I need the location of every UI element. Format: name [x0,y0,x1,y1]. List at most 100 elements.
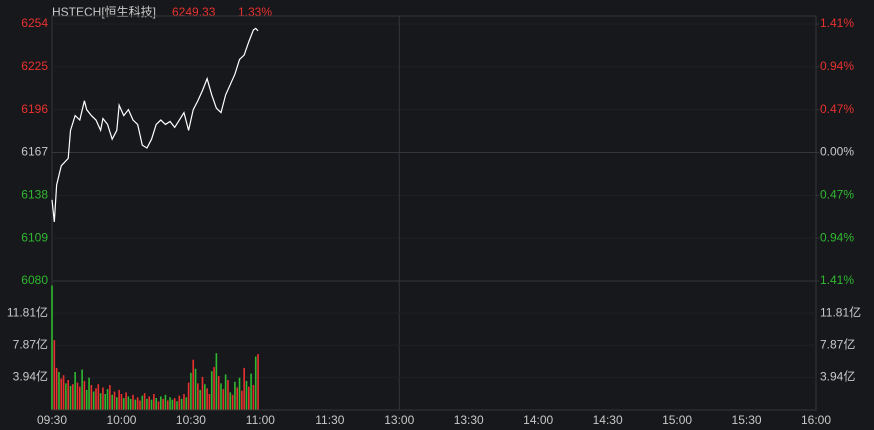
volume-bar [227,380,229,410]
y2-tick-label: 3.94亿 [820,369,855,384]
volume-bar [194,368,197,410]
volume-bar [171,399,174,410]
volume-bar [243,367,245,410]
volume-bar [197,383,199,410]
volume-bar [102,387,104,410]
volume-bar [210,371,213,410]
volume-bar [55,367,58,410]
volume-bar [125,392,127,410]
volume-bar [238,377,241,410]
volume-bar [241,390,243,410]
y-tick-label: 6109 [21,230,48,244]
volume-bar [104,393,107,410]
volume-bar [245,380,248,410]
volume-bar [220,383,222,410]
volume-bar [183,393,185,410]
y2-tick-label: 7.87亿 [820,336,855,351]
volume-bar [215,353,218,410]
volume-bar [127,396,130,410]
volume-bar [92,391,95,410]
volume-bar [157,401,160,410]
y-tick-label: 6080 [21,273,48,287]
volume-bar [224,374,227,410]
volume-bar [176,401,178,410]
y2-tick-label: 0.47% [820,102,854,116]
volume-bar [83,380,86,410]
y2-tick-label: 0.94% [820,59,854,73]
x-tick-label: 09:30 [37,413,67,427]
volume-bar [162,398,164,410]
volume-bar [185,397,188,410]
volume-bar [116,397,118,410]
volume-bar [155,398,157,410]
volume-bar [129,398,132,410]
volume-bar [99,393,102,410]
y2-tick-label: 0.47% [820,188,854,202]
volume-bar [143,393,146,410]
volume-bar [58,371,60,410]
volume-bar [192,359,195,410]
y2-tick-label: 0.94% [820,230,854,244]
volume-bar [169,397,171,410]
x-tick-label: 15:30 [732,413,762,427]
volume-bar [247,386,250,410]
volume-bar [136,397,139,410]
volume-bar [113,391,116,410]
volume-bar [60,378,63,410]
x-tick-label: 15:00 [662,413,692,427]
volume-bar [109,385,111,410]
volume-bar [217,376,220,410]
price-line [51,27,259,222]
volume-bar [204,384,206,410]
x-tick-label: 13:00 [384,413,414,427]
volume-bar [78,386,81,410]
volume-bar [199,389,201,410]
volume-bar [69,385,72,410]
x-tick-label: 14:30 [593,413,623,427]
volume-bar [180,398,183,410]
volume-bar [118,389,120,410]
volume-bar [166,400,169,410]
volume-bar [257,354,259,410]
y2-tick-label: 1.41% [820,16,854,30]
volume-bar [132,394,134,410]
y-tick-label: 6138 [21,188,48,202]
volume-bar [95,388,97,410]
volume-bar [139,400,141,410]
volume-bar [150,399,153,410]
x-tick-label: 13:30 [454,413,484,427]
change-percent: 1.33% [238,5,272,19]
volume-bar [76,382,79,410]
volume-bar [88,377,90,410]
volume-bar [178,395,181,410]
volume-bar [153,393,155,410]
volume-bar [97,384,100,410]
volume-bar [81,369,83,410]
y2-tick-label: 1.41% [820,273,854,287]
x-tick-label: 10:30 [176,413,206,427]
volume-bar [146,398,148,410]
y-tick-label: 7.87亿 [13,336,48,351]
x-tick-label: 14:00 [523,413,553,427]
volume-bar [229,392,232,410]
volume-bar [187,382,190,410]
volume-bar [173,398,176,410]
volume-bar [74,371,76,410]
x-tick-label: 11:30 [315,413,344,427]
last-price: 6249.33 [172,5,216,19]
volume-bar [90,385,93,410]
volume-bar [141,395,144,410]
volume-bar [231,394,234,410]
volume-bar [164,394,167,410]
y-tick-label: 6254 [21,16,48,30]
x-tick-label: 16:00 [801,413,831,427]
y2-tick-label: 11.81亿 [820,304,861,319]
volume-bar [190,372,192,410]
volume-bar [206,388,208,410]
y-tick-label: 3.94亿 [13,369,48,384]
volume-bar [252,385,255,410]
y-tick-label: 11.81亿 [7,304,48,319]
volume-bar [65,383,67,410]
